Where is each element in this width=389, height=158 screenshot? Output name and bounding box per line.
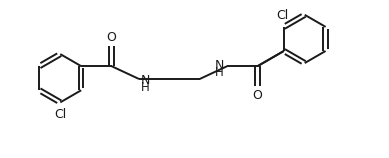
Text: Cl: Cl: [276, 9, 288, 22]
Text: H: H: [215, 66, 224, 79]
Text: O: O: [107, 31, 116, 44]
Text: Cl: Cl: [54, 108, 67, 121]
Text: N: N: [215, 59, 224, 72]
Text: N: N: [140, 74, 150, 87]
Text: H: H: [140, 81, 149, 94]
Text: O: O: [252, 89, 263, 102]
